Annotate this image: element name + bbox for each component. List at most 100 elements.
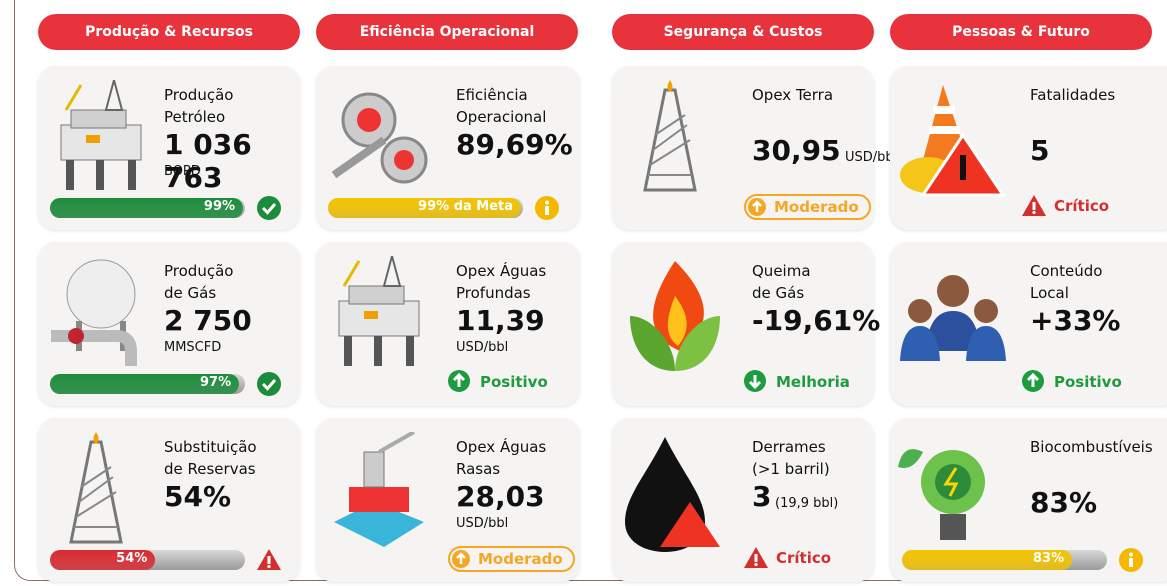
card-icon-part (898, 449, 923, 468)
card-icon-part (394, 150, 414, 170)
card-icon-part (338, 300, 420, 337)
indicator-icon-part (257, 196, 281, 220)
card-title: Rasas (456, 460, 501, 478)
kpi-card: Queima de Gás -19,61% Melhoria (612, 242, 880, 406)
progress-track: 99% da Meta (328, 198, 523, 218)
column-header: Eficiência Operacional (316, 14, 578, 50)
card-icon (630, 261, 720, 371)
indicator-icon-part (261, 203, 277, 215)
card-icon (625, 437, 720, 552)
indicator-icon (1119, 548, 1143, 572)
status-text: Crítico (776, 549, 832, 567)
kpi-card: Biocombustíveis 83% 83% (890, 418, 1167, 582)
card-icon-part (378, 432, 415, 454)
indicator-icon-part (545, 206, 549, 215)
card-value: 83% (1030, 486, 1098, 519)
status-text: Moderado (774, 198, 859, 216)
card-icon-part (60, 124, 142, 161)
status: Moderado (744, 194, 871, 220)
card-title: de Gás (164, 284, 217, 302)
card-icon (898, 449, 985, 540)
indicator-icon-part (257, 372, 281, 396)
progress-track: 54% (50, 550, 245, 570)
frame (14, 0, 1167, 581)
column-header: Produção & Recursos (38, 14, 300, 50)
card-icon-part (66, 259, 136, 329)
card-value: 2 750 (164, 304, 252, 337)
card-icon-part (64, 84, 83, 111)
status-icon-part (1026, 372, 1040, 387)
kpi-card: Fatalidades 5 Crítico (890, 66, 1167, 230)
progress-track: 83% (902, 550, 1107, 570)
card-icon-part (966, 326, 1006, 361)
status: Crítico (1022, 194, 1109, 218)
card-value: 30,95 (752, 134, 841, 167)
card-icon (643, 80, 697, 192)
card-icon-part (104, 80, 124, 111)
indicator-icon-part (267, 564, 271, 569)
card-value: +33% (1030, 304, 1121, 337)
card-icon-part (675, 316, 720, 371)
card-icon-part (344, 336, 352, 366)
card-unit: MMSCFD (164, 340, 222, 355)
kpi-card: Opex Terra 30,95 USD/bbl Moderado (612, 66, 897, 230)
indicator-icon-part (545, 200, 549, 205)
card-icon-part (660, 502, 720, 547)
status-icon (448, 370, 470, 392)
status-icon-part (452, 372, 466, 387)
status-icon (744, 370, 766, 392)
card-icon-part (374, 336, 382, 366)
card-unit: USD/bbl (456, 340, 509, 355)
card-title: Fatalidades (1030, 86, 1116, 104)
kpi-card: Produção Petróleo 1 036 763 BOPD 99% (38, 66, 300, 230)
progress-track: 99% (50, 198, 245, 218)
card-icon-part (929, 106, 960, 134)
indicator-icon-part (1129, 552, 1133, 557)
card-value: 11,39 (456, 304, 545, 337)
progress-fill: 83% (902, 550, 1073, 570)
card-icon-part (96, 160, 104, 190)
progress-fill: 99% da Meta (328, 198, 522, 218)
status-icon-part (456, 552, 466, 564)
card-title: Biocombustíveis (1030, 438, 1153, 456)
card-icon (331, 92, 428, 184)
card-icon-part (86, 135, 100, 143)
card-title: Local (1030, 284, 1069, 302)
card-title: Produção (164, 262, 234, 280)
card-icon (900, 85, 1006, 197)
card-icon-part (348, 285, 405, 305)
card-icon (338, 256, 420, 366)
progress-label: 97% (200, 375, 232, 390)
card-title: Opex Terra (752, 86, 834, 104)
card-icon-part (926, 311, 980, 351)
status: Positivo (1022, 370, 1122, 394)
indicator-icon (257, 549, 281, 570)
status-icon-part (748, 375, 762, 390)
card-icon-part (908, 299, 932, 323)
card-icon-part (943, 467, 959, 497)
progress-label: 54% (116, 551, 148, 566)
card-value: 89,69% (456, 128, 573, 161)
kpi-card: Derrames (>1 barril) 3 (19,9 bbl) Crítico (612, 418, 874, 582)
status-icon (1022, 195, 1046, 216)
card-icon-part (630, 316, 675, 371)
status: Melhoria (744, 370, 850, 394)
card-value: -19,61% (752, 304, 881, 337)
card-icon-part (349, 487, 409, 512)
card-title: Produção (164, 86, 234, 104)
kpi-card: Opex Águas Profundas 11,39 USD/bbl Positivo (316, 242, 580, 406)
card-title: Queima (752, 262, 811, 280)
card-icon-part (342, 260, 361, 287)
card-title: (>1 barril) (752, 460, 830, 478)
card-title: Eficiência (456, 86, 528, 104)
status: Moderado (448, 546, 575, 572)
card-value: 3 (752, 480, 772, 513)
column-header: Segurança & Custos (612, 14, 874, 50)
status-icon-part (1032, 202, 1036, 210)
progress-fill: 99% (50, 198, 244, 218)
status-text: Moderado (478, 550, 563, 568)
card-icon-part (940, 514, 966, 540)
card-icon-part (68, 328, 84, 344)
progress-label: 99% (203, 199, 236, 214)
